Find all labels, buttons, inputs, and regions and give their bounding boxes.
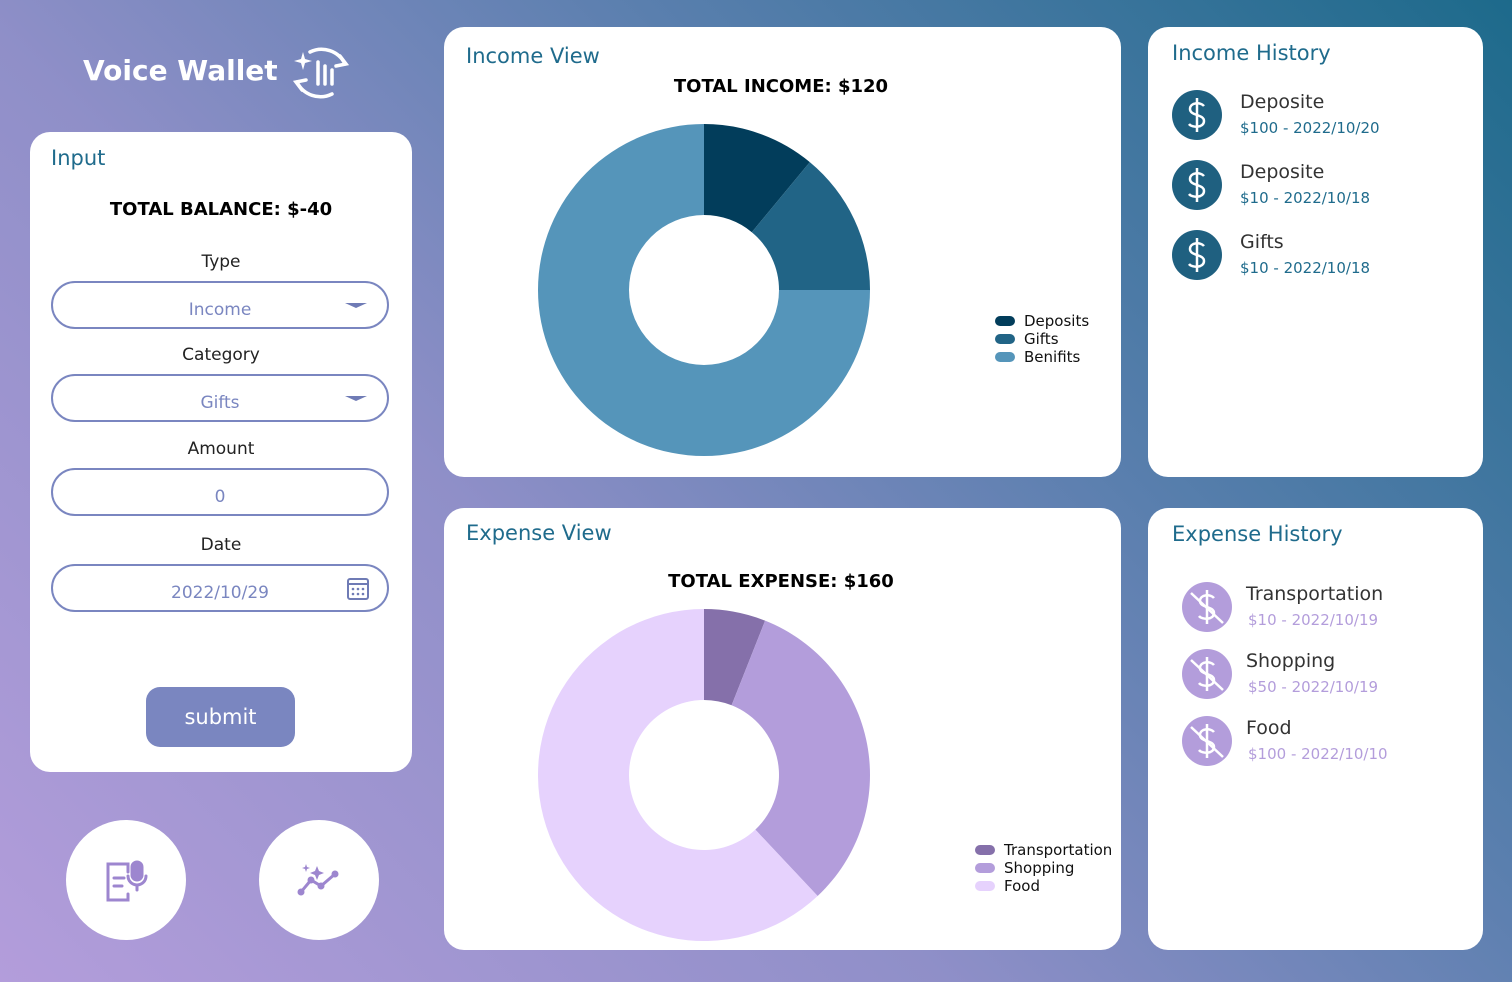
expense-history-card: Expense History Transportation $10 - 2022… xyxy=(1148,508,1483,950)
total-balance: TOTAL BALANCE: $-40 xyxy=(109,199,333,220)
donut-slice xyxy=(538,609,818,941)
legend-swatch xyxy=(995,352,1015,362)
calendar-dot xyxy=(351,592,355,596)
history-icon xyxy=(1182,716,1232,766)
field-icon xyxy=(345,396,367,401)
field-icon xyxy=(347,578,369,600)
field-icon xyxy=(345,303,367,308)
dropdown-arrow xyxy=(345,396,367,401)
field-value: 2022/10/29 xyxy=(171,583,269,603)
field-icon xyxy=(343,478,373,508)
history-detail: $10 - 2022/10/18 xyxy=(1240,189,1371,207)
history-icon xyxy=(1182,582,1232,632)
card-title: Expense View xyxy=(466,521,612,545)
history-detail: $10 - 2022/10/18 xyxy=(1240,259,1371,277)
history-name: Shopping xyxy=(1246,650,1336,672)
icon xyxy=(297,864,339,896)
legend-label: Transportation xyxy=(1003,841,1112,859)
dropdown-arrow xyxy=(345,303,367,308)
insights-button[interactable] xyxy=(259,820,379,940)
chart-subtitle: TOTAL EXPENSE: $160 xyxy=(668,571,894,592)
history-detail: $100 - 2022/10/20 xyxy=(1240,119,1380,137)
input-field[interactable]: Gifts xyxy=(51,374,389,422)
legend-swatch xyxy=(975,863,995,873)
field-value: Income xyxy=(188,300,252,320)
field-label: Category xyxy=(182,345,260,365)
history-detail: $100 - 2022/10/10 xyxy=(1248,745,1388,763)
input-card: Input TOTAL BALANCE: $-40 Type Income Cate… xyxy=(30,132,412,772)
history-detail: $50 - 2022/10/19 xyxy=(1248,678,1379,696)
input-field[interactable]: 2022/10/29 xyxy=(51,564,389,612)
calendar-dot xyxy=(361,592,365,596)
income-chart: Income View TOTAL INCOME: $120 DepositsGif… xyxy=(466,44,1089,456)
input-field[interactable]: Income xyxy=(51,281,389,329)
card-title: Expense History xyxy=(1172,522,1343,546)
history-icon xyxy=(1182,649,1232,699)
donut-slice xyxy=(731,620,870,897)
history-detail: $10 - 2022/10/19 xyxy=(1248,611,1379,629)
icon xyxy=(106,860,148,902)
input-field[interactable]: 0 xyxy=(51,468,389,516)
legend-label: Food xyxy=(1004,877,1040,895)
field-value: Gifts xyxy=(200,393,240,413)
donut-slice xyxy=(704,609,766,706)
submit-button[interactable]: submit xyxy=(146,687,295,747)
history-name: Deposite xyxy=(1240,91,1325,113)
history-icon xyxy=(1172,230,1222,280)
donut-slice xyxy=(538,124,870,456)
history-name: Transportation xyxy=(1246,583,1384,605)
voice-input-button[interactable] xyxy=(66,820,186,940)
card-title: Income View xyxy=(466,44,600,68)
legend-swatch xyxy=(975,881,995,891)
expense-chart: Expense View TOTAL EXPENSE: $160 Transport… xyxy=(466,521,1112,941)
field-label: Type xyxy=(201,252,241,272)
legend-swatch xyxy=(995,316,1015,326)
field-label: Date xyxy=(200,535,242,555)
strike xyxy=(1190,726,1224,758)
calendar-dot xyxy=(351,587,355,591)
legend-label: Gifts xyxy=(1024,330,1059,348)
history-name: Deposite xyxy=(1240,161,1325,183)
field-value: 0 xyxy=(214,487,226,507)
calendar-dot xyxy=(356,587,360,591)
donut-slice xyxy=(751,162,870,290)
strike xyxy=(1190,592,1224,624)
history-icon xyxy=(1172,160,1222,210)
calendar-dot xyxy=(356,592,360,596)
history-name: Gifts xyxy=(1240,231,1284,253)
app-title: Voice Wallet xyxy=(83,54,278,87)
legend-label: Benifits xyxy=(1024,348,1081,366)
chart-subtitle: TOTAL INCOME: $120 xyxy=(674,76,888,97)
donut-slice xyxy=(704,124,810,233)
field-label: Amount xyxy=(187,439,255,459)
legend-swatch xyxy=(995,334,1015,344)
strike xyxy=(1190,659,1224,691)
history-icon xyxy=(1172,90,1222,140)
income-history-card: Income History Deposite $100 - 2022/10/20… xyxy=(1148,27,1483,477)
history-name: Food xyxy=(1246,717,1292,739)
app-logo xyxy=(292,47,350,99)
legend-label: Deposits xyxy=(1024,312,1089,330)
income-view-card: Income View TOTAL INCOME: $120 Deposits Gif… xyxy=(444,27,1121,477)
legend-swatch xyxy=(975,845,995,855)
card-title: Income History xyxy=(1172,41,1331,65)
expense-view-card: Expense View TOTAL EXPENSE: $160 Transport… xyxy=(444,508,1121,950)
card-title: Input xyxy=(51,146,106,170)
legend-label: Shopping xyxy=(1004,859,1074,877)
calendar-dot xyxy=(361,587,365,591)
calendar-icon xyxy=(347,578,369,600)
